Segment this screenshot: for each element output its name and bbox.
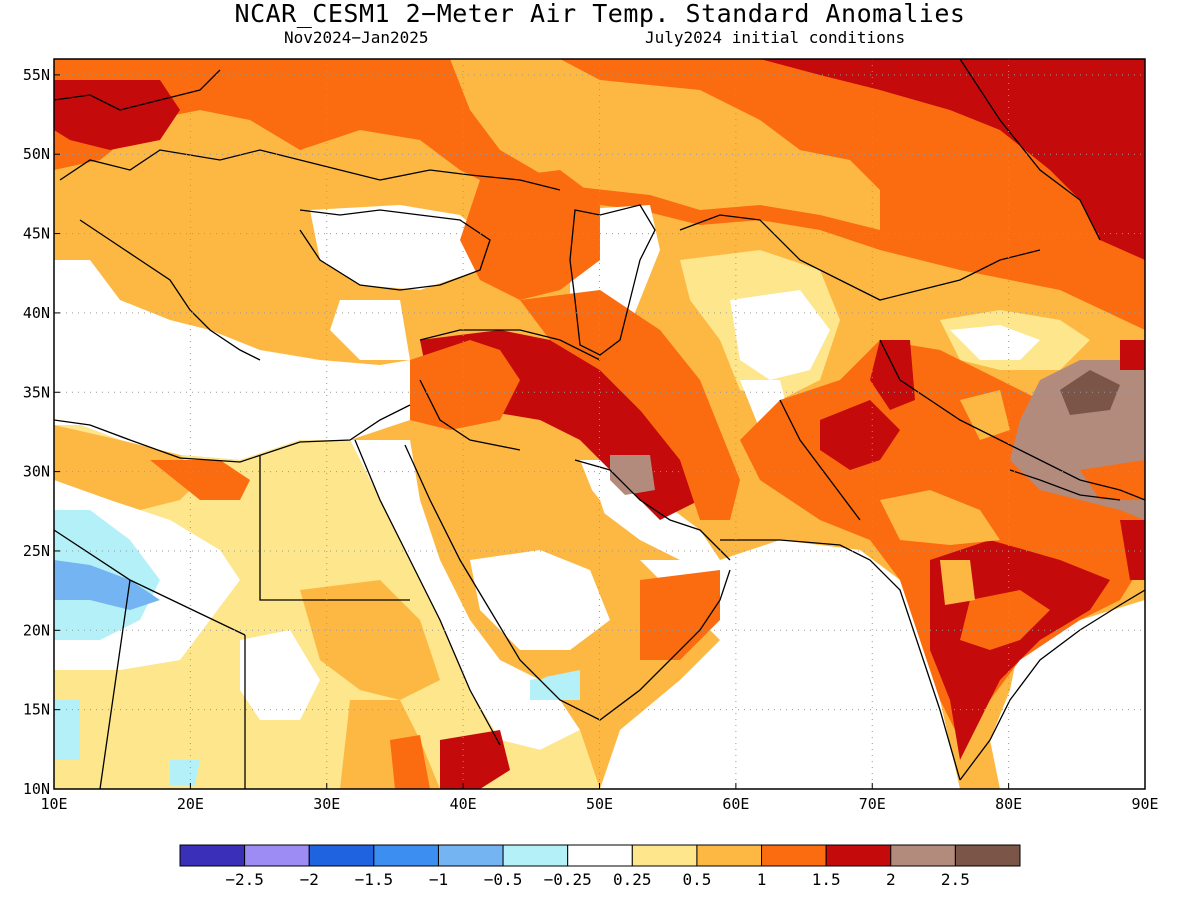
colorbar-label: −0.5 — [484, 870, 523, 889]
colorbar-swatch — [567, 844, 633, 867]
lat-tick-label: 30N — [23, 463, 50, 481]
lon-tick-label: 90E — [1131, 795, 1158, 813]
colorbar-label: 0.25 — [613, 870, 652, 889]
lon-tick-label: 10E — [40, 795, 67, 813]
colorbar-swatch — [825, 844, 892, 867]
colorbar-swatch — [502, 844, 569, 867]
colorbar-label: 2.5 — [941, 870, 970, 889]
colorbar-label: 1 — [757, 870, 767, 889]
colorbar-label: 2 — [886, 870, 896, 889]
subtitle-period: Nov2024−Jan2025 — [284, 28, 429, 47]
colorbar-swatch — [308, 844, 375, 867]
lat-tick-label: 50N — [23, 145, 50, 163]
chart-title: NCAR_CESM1 2−Meter Air Temp. Standard An… — [234, 0, 966, 28]
colorbar-label: 0.5 — [682, 870, 711, 889]
lat-tick-label: 35N — [23, 383, 50, 401]
subtitle-initial-conditions: July2024 initial conditions — [645, 28, 906, 47]
colorbar-swatch — [761, 844, 827, 867]
lon-tick-label: 50E — [586, 795, 613, 813]
lon-tick-label: 70E — [859, 795, 886, 813]
lat-tick-label: 10N — [23, 780, 50, 798]
lon-tick-label: 30E — [313, 795, 340, 813]
lat-tick-label: 20N — [23, 621, 50, 639]
lon-tick-label: 40E — [450, 795, 477, 813]
colorbar: −2.5 −2 −1.5 −1 −0.5 −0.25 0.25 0.5 1 1.5 2 2.5 — [179, 844, 1021, 889]
colorbar-swatch — [696, 844, 763, 867]
colorbar-swatch — [631, 844, 698, 867]
colorbar-swatch — [890, 844, 956, 867]
colorbar-swatch — [179, 844, 246, 867]
lat-tick-label: 40N — [23, 304, 50, 322]
colorbar-label: −1 — [429, 870, 448, 889]
axis-ticks — [53, 74, 1146, 790]
colorbar-label: −0.25 — [544, 870, 592, 889]
lon-tick-label: 80E — [995, 795, 1022, 813]
colorbar-swatch — [373, 844, 439, 867]
lon-tick-label: 20E — [177, 795, 204, 813]
colorbar-label: −2.5 — [225, 870, 264, 889]
colorbar-label: −1.5 — [355, 870, 394, 889]
lat-tick-label: 55N — [23, 66, 50, 84]
lon-tick-label: 60E — [722, 795, 749, 813]
longitude-tick-labels: 10E 20E 30E 40E 50E 60E 70E 80E 90E — [40, 795, 1158, 813]
coastlines — [54, 59, 1145, 789]
lat-tick-label: 25N — [23, 542, 50, 560]
latitude-tick-labels: 55N 50N 45N 40N 35N 30N 25N 20N 15N 10N — [23, 66, 50, 798]
colorbar-swatch — [954, 844, 1021, 867]
lat-tick-label: 15N — [23, 701, 50, 719]
colorbar-label: 1.5 — [812, 870, 841, 889]
colorbar-swatch — [244, 844, 310, 867]
colorbar-label: −2 — [300, 870, 319, 889]
anomaly-field — [54, 59, 1145, 789]
lat-tick-label: 45N — [23, 225, 50, 243]
colorbar-swatch — [437, 844, 504, 867]
